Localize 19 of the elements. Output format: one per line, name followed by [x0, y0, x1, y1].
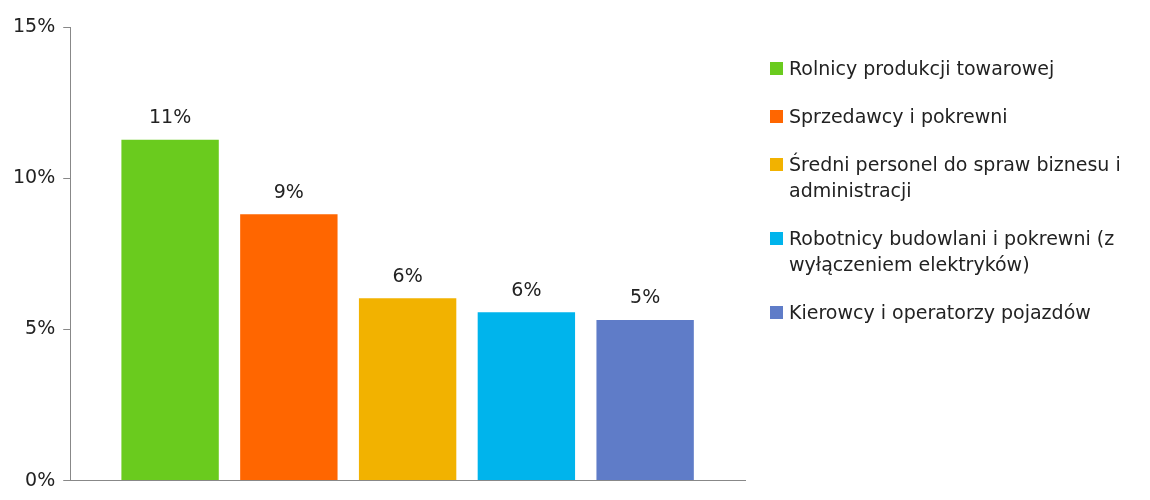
legend-label: Sprzedawcy i pokrewni [789, 104, 1008, 129]
data-label: 5% [630, 285, 661, 308]
data-label: 11% [148, 105, 192, 128]
bar [240, 214, 338, 481]
bar [121, 139, 219, 481]
data-label: 6% [511, 277, 542, 300]
legend-label: Rolnicy produkcji towarowej [789, 56, 1055, 81]
data-label: 6% [392, 263, 423, 286]
y-tick-label: 15% [13, 13, 56, 36]
bar [358, 298, 457, 481]
legend-label: Robotnicy budowlani i pokrewni (z wyłączeniem elektryków) [789, 226, 1116, 277]
legend-label: Kierowcy i operatorzy pojazdów [789, 300, 1091, 325]
y-tick-label: 5% [25, 316, 56, 339]
legend-label: Średni personel do spraw biznesu i administracji [789, 151, 1122, 203]
bar [596, 320, 694, 481]
bar [477, 312, 576, 481]
y-tick-label: 10% [13, 165, 56, 188]
y-tick-label: 0% [25, 467, 56, 490]
data-label: 9% [273, 179, 304, 202]
